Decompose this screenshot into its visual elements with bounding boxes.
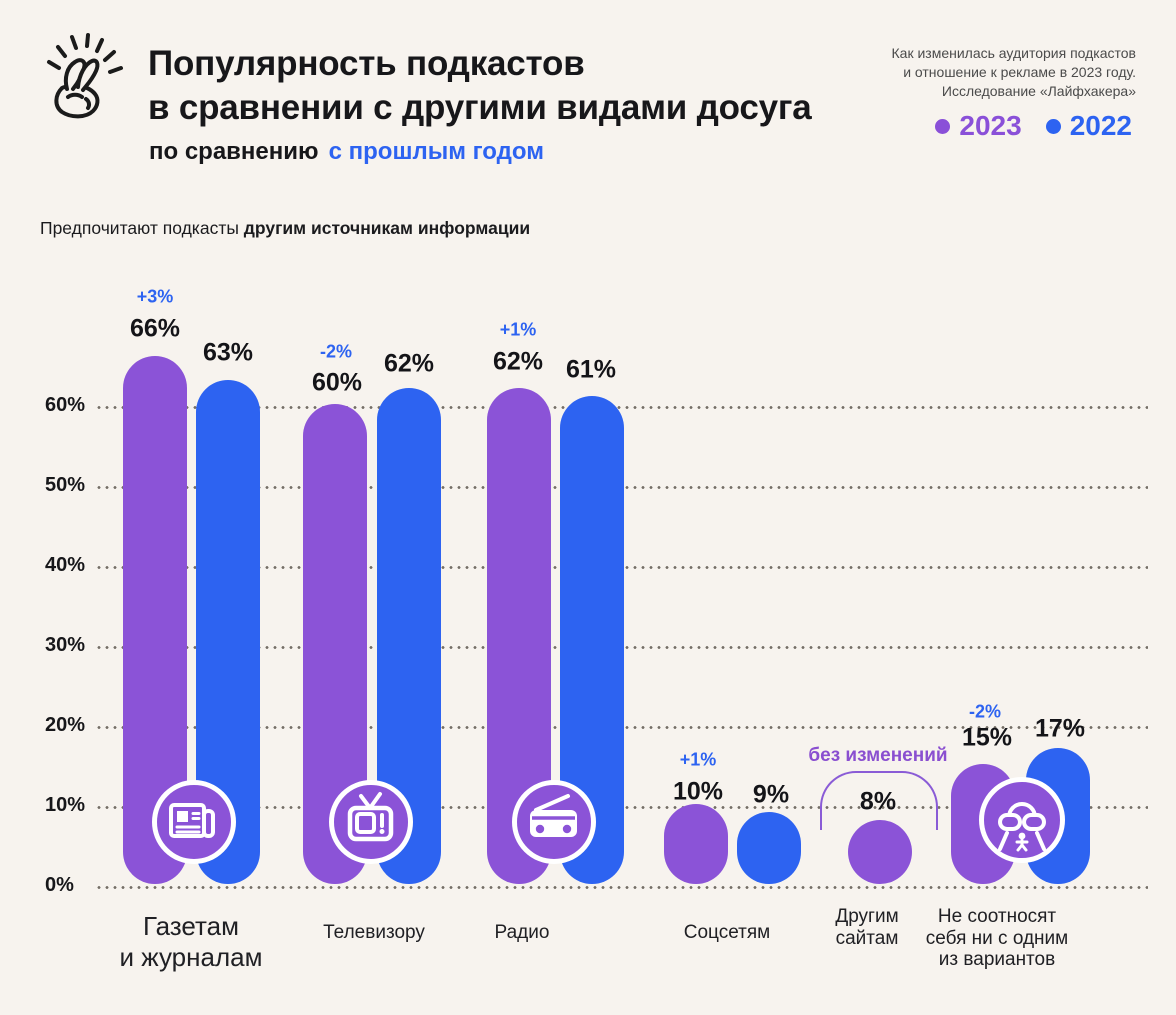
radio-icon: [512, 780, 596, 864]
tv-icon: [329, 780, 413, 864]
no-change-bracket: [820, 771, 938, 830]
section-title-regular: Предпочитают подкасты: [40, 218, 239, 238]
value-label-2023: 60%: [311, 368, 363, 397]
legend: 2023 2022: [935, 110, 1132, 142]
newspaper-icon: [152, 780, 236, 864]
category-label: Не соотносят себя ни с одним из варианто…: [925, 906, 1069, 970]
section-title: Предпочитают подкасты другим источникам …: [40, 218, 530, 239]
change-label-no-change: без изменений: [808, 745, 948, 766]
value-label-2022: 9%: [752, 780, 790, 809]
y-axis-tick: 30%: [45, 634, 86, 656]
change-label: -2%: [968, 701, 1002, 722]
y-axis-tick: 20%: [45, 714, 86, 736]
change-label: +3%: [136, 286, 174, 307]
legend-dot-2023: [935, 118, 951, 134]
subtitle-prefix: по сравнению: [149, 138, 319, 165]
category-label: Радио: [494, 922, 550, 943]
change-label: -2%: [319, 341, 353, 362]
value-label-2022: 17%: [1034, 714, 1086, 743]
legend-item-2023: 2023: [935, 110, 1022, 142]
value-label-2023: 66%: [129, 314, 181, 343]
category-label: Другим сайтам: [835, 906, 899, 949]
change-label: +1%: [499, 319, 537, 340]
legend-label-2022: 2022: [1069, 110, 1132, 141]
value-label-2023: 10%: [672, 777, 724, 806]
bar-2023-other-sites: [848, 820, 912, 884]
y-axis-tick: 50%: [45, 474, 86, 496]
value-label-2022: 61%: [565, 355, 617, 384]
page-title: Популярность подкастов в сравнении с дру…: [148, 44, 812, 127]
y-axis-tick: 10%: [45, 794, 86, 816]
value-label-2023: 62%: [492, 347, 544, 376]
source-note: Как изменилась аудитория подкастов и отн…: [891, 45, 1137, 99]
value-label-2022: 63%: [202, 338, 254, 367]
page-subtitle: по сравнению с прошлым годом: [149, 138, 544, 166]
ufo-icon: [979, 777, 1065, 863]
bar-2023-social: [664, 804, 728, 884]
category-label: Соцсетям: [683, 922, 771, 943]
gridline-60: [95, 406, 1148, 409]
legend-dot-2022: [1045, 118, 1061, 134]
subtitle-highlight: с прошлым годом: [328, 138, 544, 165]
value-label-2023: 8%: [859, 787, 897, 816]
crossed-fingers-icon: [47, 33, 123, 119]
change-label: +1%: [679, 749, 717, 770]
bar-2022-social: [737, 812, 801, 884]
legend-label-2023: 2023: [959, 110, 1022, 141]
legend-item-2022: 2022: [1045, 110, 1132, 142]
gridline-0: [95, 886, 1148, 889]
value-label-2022: 62%: [383, 349, 435, 378]
y-axis-tick: 60%: [45, 394, 86, 416]
y-axis-tick: 0%: [45, 874, 74, 896]
value-label-2023: 15%: [961, 723, 1013, 752]
category-label: Газетам и журналам: [119, 911, 263, 972]
y-axis-tick: 40%: [45, 554, 86, 576]
section-title-bold: другим источникам информации: [243, 218, 531, 238]
category-label: Телевизору: [323, 922, 425, 943]
